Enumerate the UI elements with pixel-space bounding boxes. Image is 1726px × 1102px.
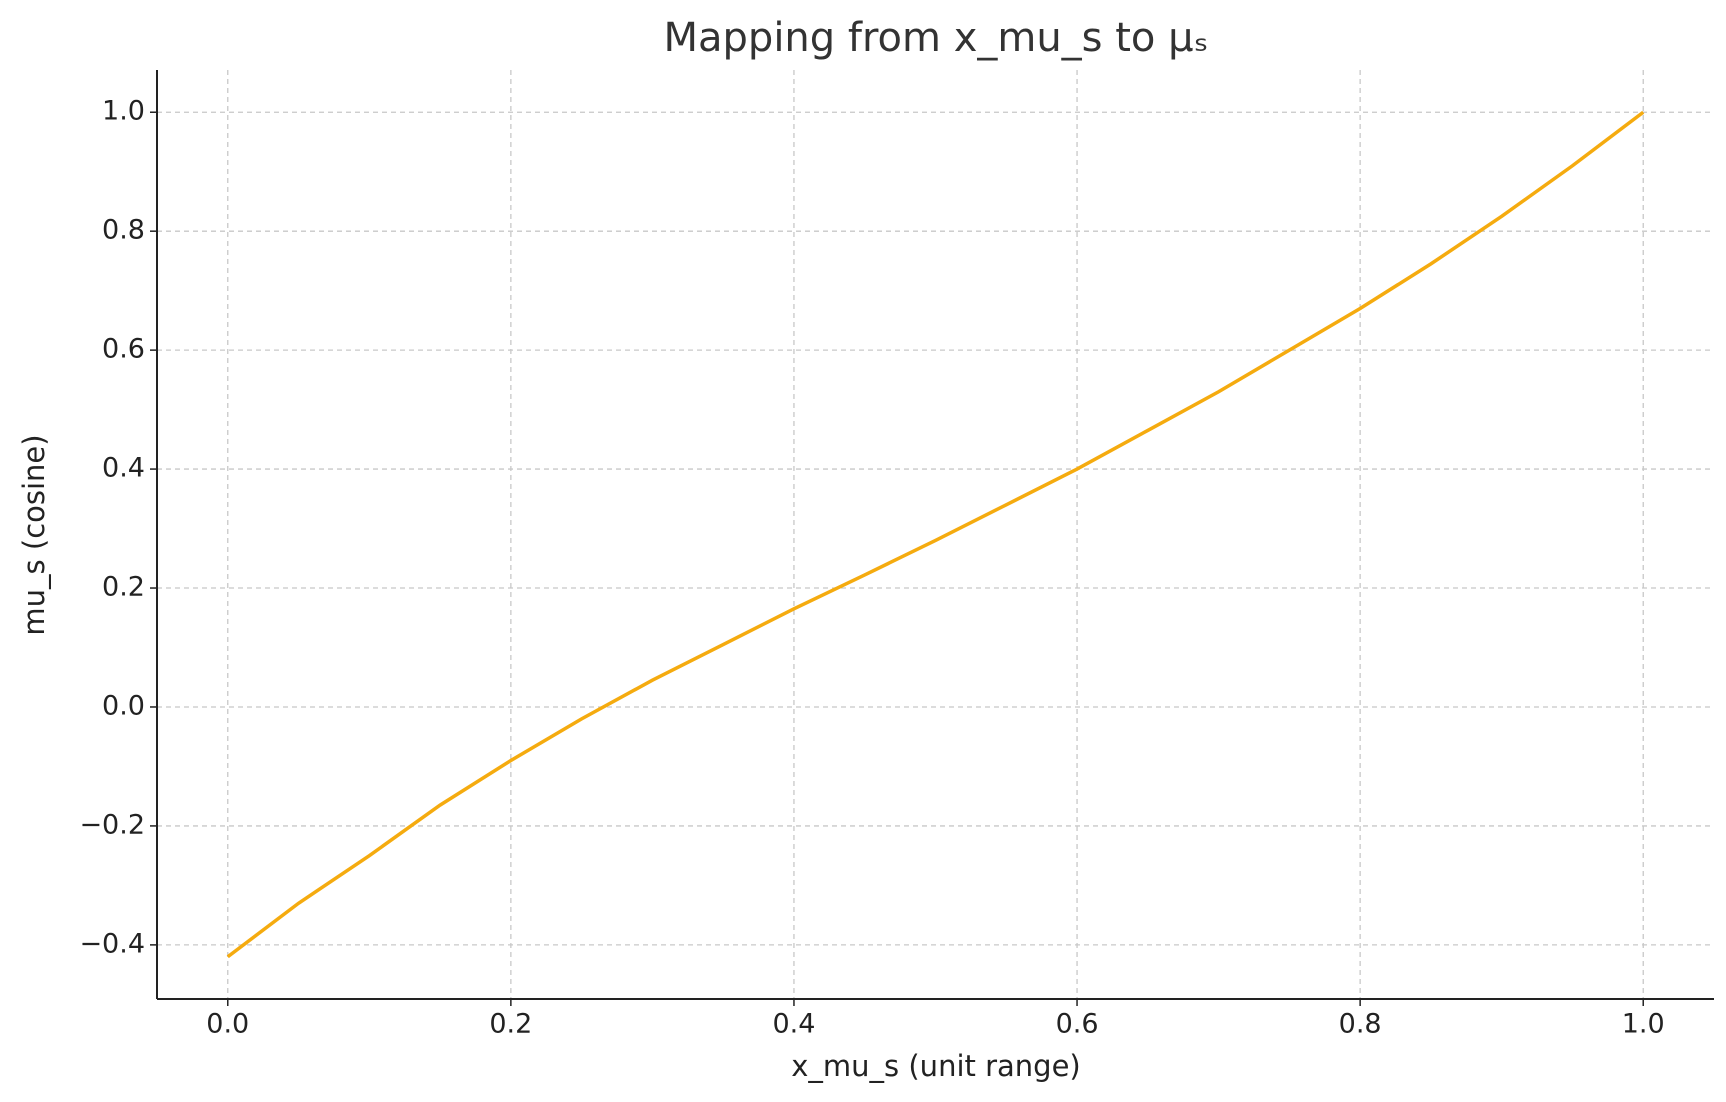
x-tick-label: 0.8 (1339, 1009, 1382, 1040)
y-axis-label: mu_s (cosine) (17, 434, 51, 635)
y-tick-label: 1.0 (102, 96, 145, 127)
y-tick-label: −0.2 (79, 809, 145, 840)
x-tick-label: 0.4 (772, 1009, 815, 1040)
chart-title: Mapping from x_mu_s to μₛ (664, 15, 1209, 61)
x-tick-label: 1.0 (1622, 1009, 1665, 1040)
x-tick-label: 0.6 (1056, 1009, 1099, 1040)
y-tick-label: 0.4 (102, 453, 145, 484)
line (226, 110, 1645, 959)
y-tick-label: 0.2 (102, 572, 145, 603)
y-tick-label: 0.8 (102, 215, 145, 246)
y-tick-label: 0.6 (102, 334, 145, 365)
y-tick-label: 0.0 (102, 690, 145, 721)
y-tick-label: −0.4 (79, 928, 145, 959)
x-axis-label: x_mu_s (unit range) (791, 1049, 1080, 1083)
x-tick-label: 0.2 (489, 1009, 532, 1040)
x-tick-label: 0.0 (206, 1009, 249, 1040)
